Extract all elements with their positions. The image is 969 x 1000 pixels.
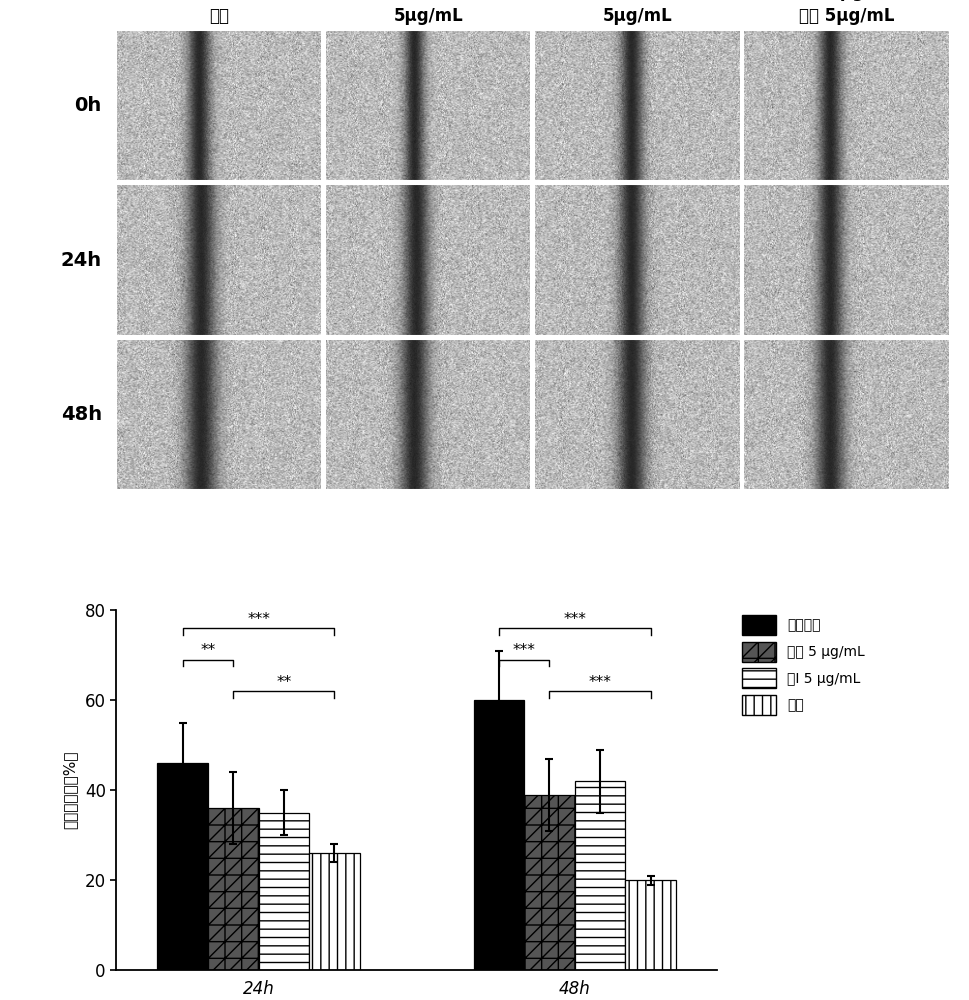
Bar [157,763,208,970]
Text: 0h: 0h [75,96,102,115]
Bar [625,880,676,970]
Text: 式 I
5μg/mL: 式 I 5μg/mL [603,0,672,25]
Text: ***: *** [513,643,536,658]
Bar [575,781,625,970]
Text: **: ** [276,675,292,690]
Text: ***: *** [247,612,270,627]
Text: ***: *** [563,612,586,627]
Bar [309,853,359,970]
Text: **: ** [201,643,216,658]
Text: 24h: 24h [61,250,102,269]
Bar [524,794,575,970]
Legend: 空白对照, 顺铂 5 μg/mL, 式I 5 μg/mL, 联药: 空白对照, 顺铂 5 μg/mL, 式I 5 μg/mL, 联药 [736,610,871,720]
Text: ***: *** [588,675,611,690]
Y-axis label: 划痕修复率（%）: 划痕修复率（%） [63,751,78,829]
Text: 式 I  5μg/mL
顺铂 5μg/mL: 式 I 5μg/mL 顺铂 5μg/mL [795,0,898,25]
Text: 空白
对照: 空白 对照 [209,0,230,25]
Bar [474,700,524,970]
Text: 顺铂
5μg/mL: 顺铂 5μg/mL [393,0,463,25]
Text: 48h: 48h [61,405,102,424]
Bar [208,808,259,970]
Bar [259,812,309,970]
